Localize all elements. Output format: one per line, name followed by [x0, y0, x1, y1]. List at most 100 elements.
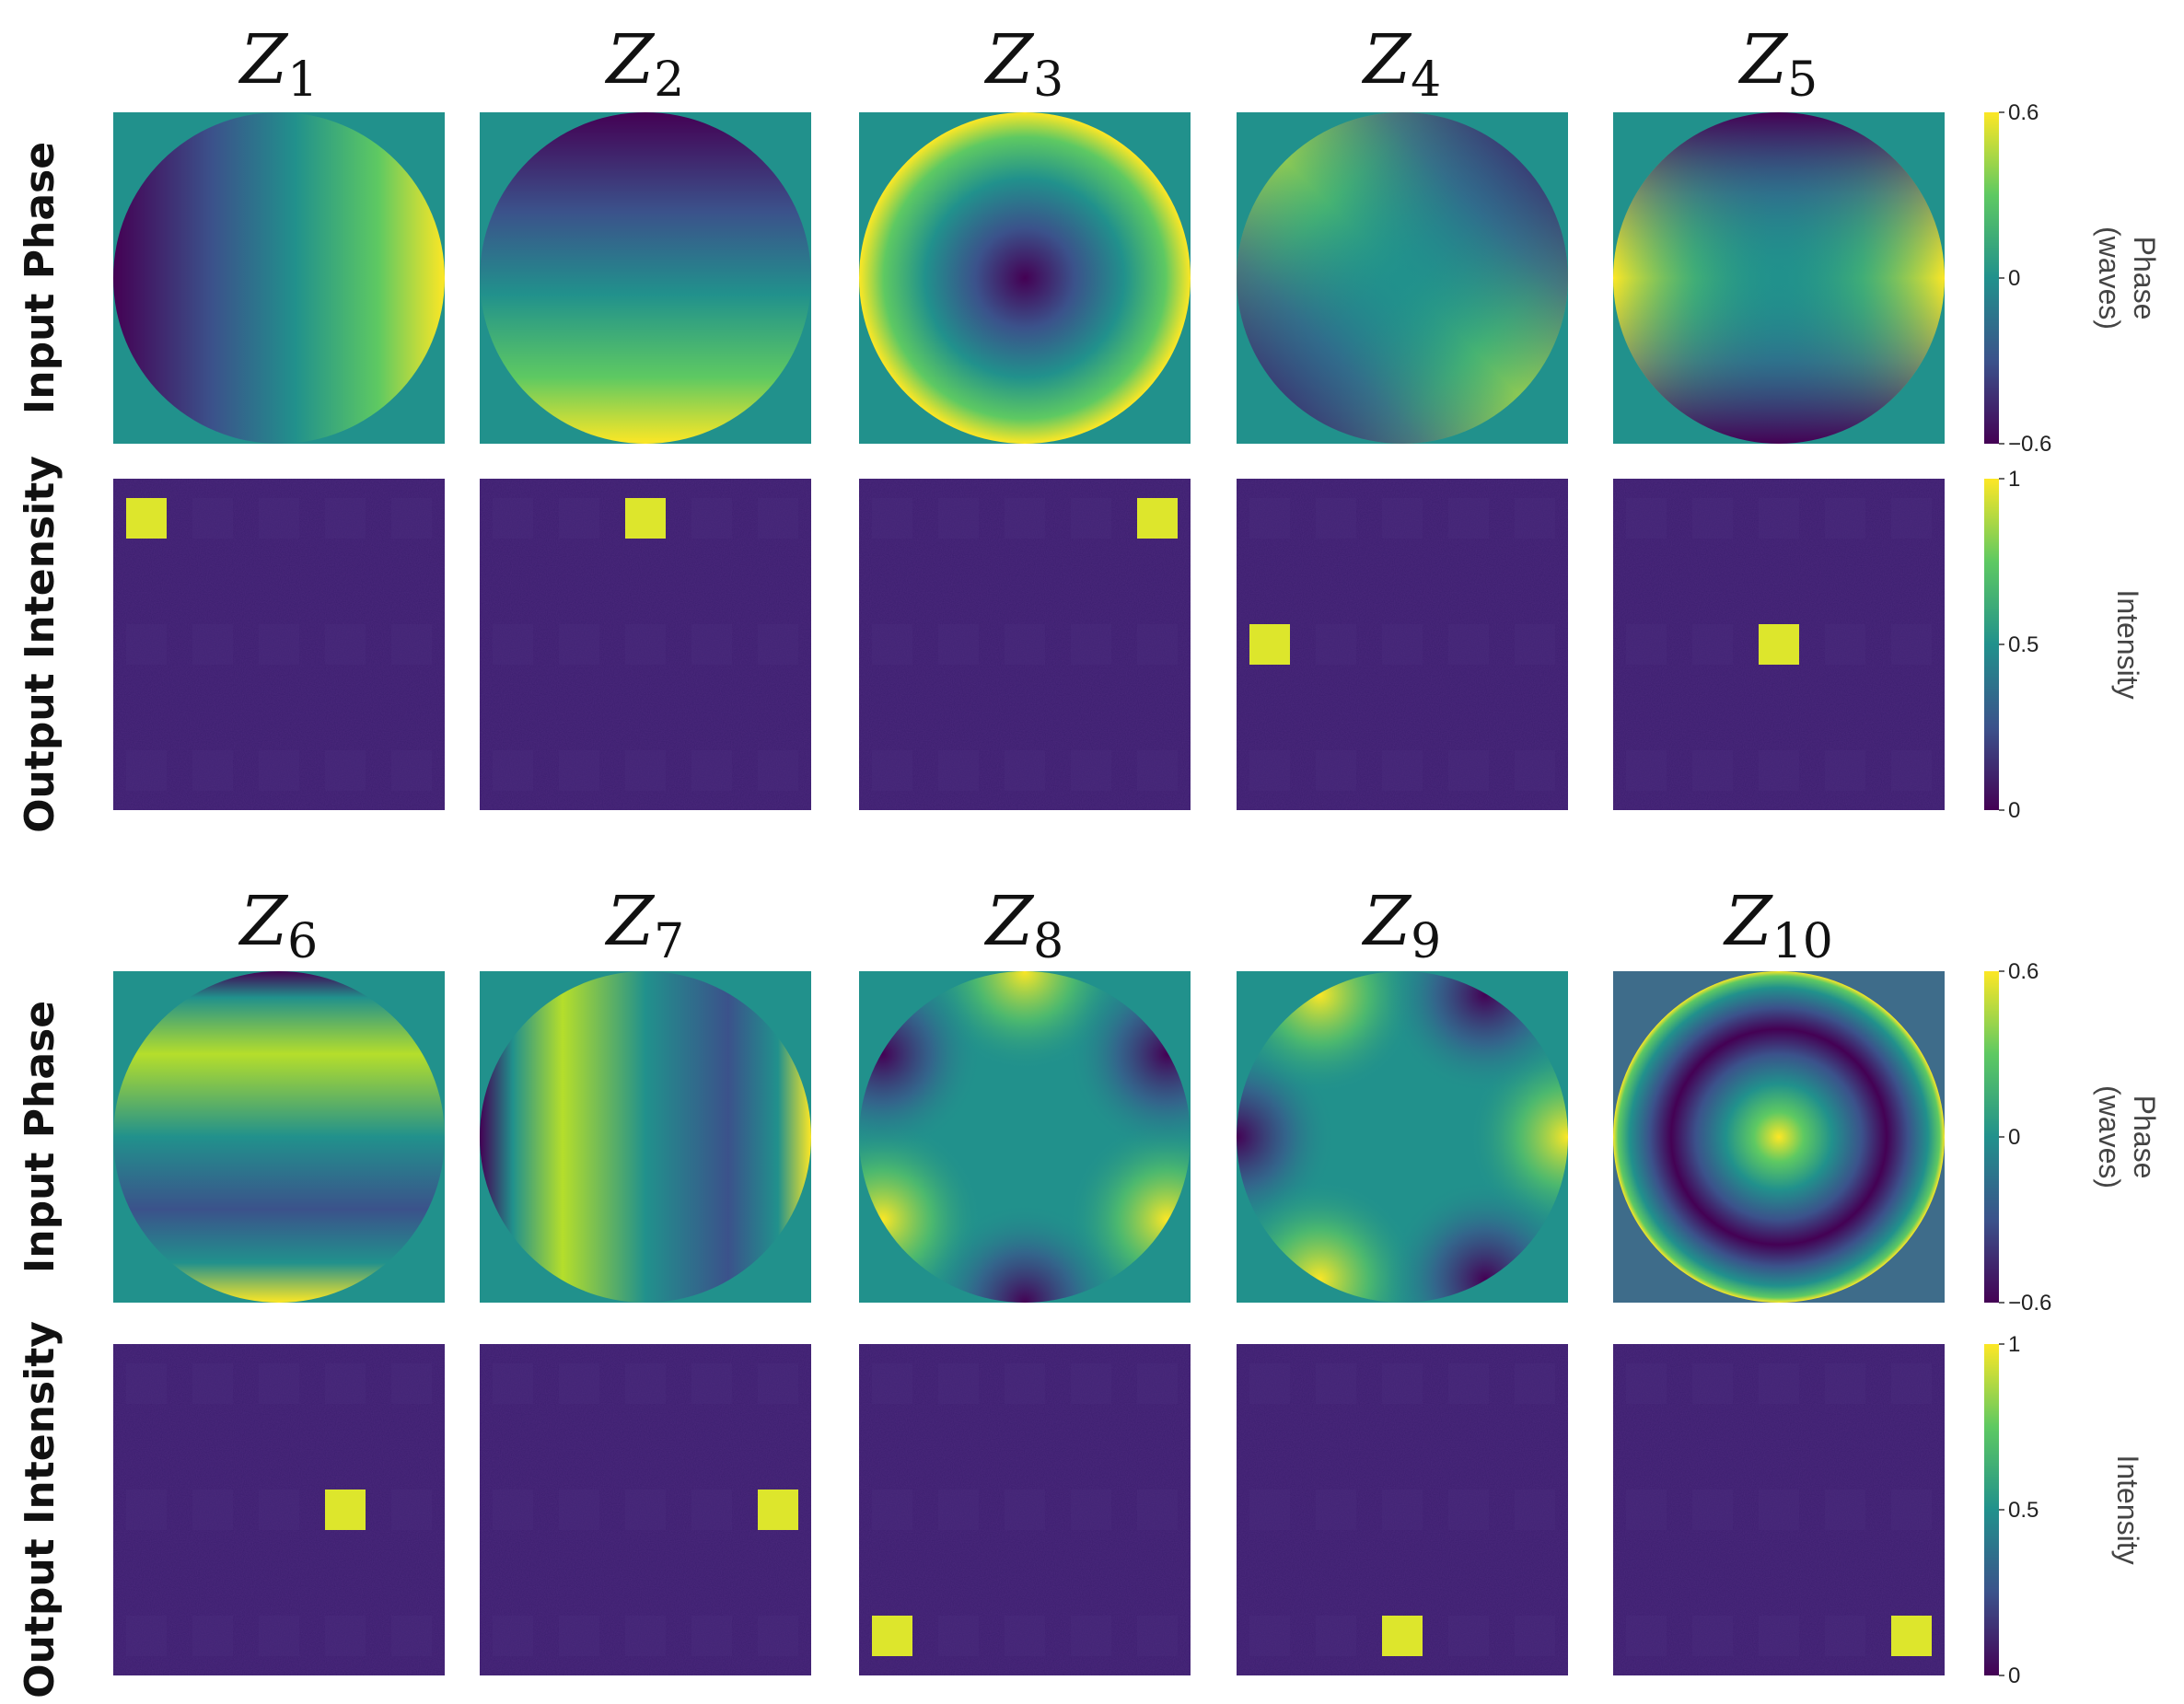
- mode-title: Z3: [984, 20, 1064, 108]
- faint-spot: [1515, 1616, 1555, 1656]
- faint-spot: [559, 750, 599, 791]
- faint-spot: [625, 1616, 666, 1656]
- bright-spot: [325, 1490, 366, 1530]
- bright-spot: [625, 498, 666, 539]
- phase-map: [859, 112, 1191, 444]
- phase-map: [113, 971, 445, 1303]
- faint-spot: [1137, 1490, 1178, 1530]
- phase-map: [859, 971, 1191, 1303]
- mode-title-base: Z: [984, 882, 1035, 961]
- faint-spot: [1692, 1363, 1733, 1404]
- faint-spot: [1891, 750, 1932, 791]
- faint-spot: [126, 750, 167, 791]
- faint-spot: [938, 498, 979, 539]
- faint-spot: [691, 1363, 732, 1404]
- intensity-noise: [1237, 479, 1568, 810]
- faint-spot: [691, 498, 732, 539]
- mode-title-subscript: 1: [287, 52, 318, 108]
- faint-spot: [691, 750, 732, 791]
- faint-spot: [1071, 624, 1111, 665]
- faint-spot: [1692, 750, 1733, 791]
- faint-spot: [1891, 498, 1932, 539]
- faint-spot: [325, 498, 366, 539]
- faint-spot: [1137, 1363, 1178, 1404]
- faint-spot: [938, 1490, 979, 1530]
- faint-spot: [559, 1490, 599, 1530]
- faint-spot: [493, 624, 533, 665]
- faint-spot: [758, 750, 798, 791]
- row-label: Input Phase: [17, 142, 64, 414]
- faint-spot: [1071, 498, 1111, 539]
- faint-spot: [1759, 498, 1799, 539]
- colorbar-tick-label: −0.6: [2008, 1291, 2051, 1316]
- bright-spot: [1249, 624, 1290, 665]
- faint-spot: [559, 624, 599, 665]
- intensity-noise: [859, 1344, 1191, 1675]
- faint-spot: [872, 1490, 912, 1530]
- mode-title: Z1: [238, 20, 319, 108]
- faint-spot: [1137, 624, 1178, 665]
- faint-spot: [1515, 624, 1555, 665]
- mode-title-subscript: 4: [1411, 52, 1441, 108]
- faint-spot: [1316, 1490, 1356, 1530]
- faint-spot: [1005, 1616, 1045, 1656]
- faint-spot: [1692, 624, 1733, 665]
- faint-spot: [1448, 498, 1489, 539]
- faint-spot: [126, 1616, 167, 1656]
- faint-spot: [391, 1363, 432, 1404]
- faint-spot: [1137, 750, 1178, 791]
- faint-spot: [1825, 624, 1865, 665]
- colorbar-tick-label: 0.6: [2008, 100, 2039, 125]
- faint-spot: [1515, 498, 1555, 539]
- faint-spot: [1137, 1616, 1178, 1656]
- faint-spot: [126, 1490, 167, 1530]
- phase-colorbar-label: Phase: [2128, 237, 2161, 320]
- faint-spot: [1825, 750, 1865, 791]
- faint-spot: [259, 498, 299, 539]
- faint-spot: [559, 1363, 599, 1404]
- mode-title: Z10: [1723, 882, 1833, 969]
- faint-spot: [1515, 1490, 1555, 1530]
- faint-spot: [1825, 1363, 1865, 1404]
- phase-map: [1237, 112, 1568, 444]
- faint-spot: [758, 624, 798, 665]
- faint-spot: [391, 750, 432, 791]
- phase-colorbar-unit: (waves): [2093, 226, 2126, 330]
- faint-spot: [1249, 750, 1290, 791]
- faint-spot: [325, 624, 366, 665]
- mode-title-base: Z: [1362, 882, 1412, 961]
- intensity-noise: [480, 1344, 811, 1675]
- faint-spot: [259, 624, 299, 665]
- faint-spot: [1448, 1363, 1489, 1404]
- bright-spot: [1891, 1616, 1932, 1656]
- phase-map: [1613, 971, 1945, 1303]
- faint-spot: [1515, 1363, 1555, 1404]
- faint-spot: [192, 1616, 233, 1656]
- faint-spot: [1005, 750, 1045, 791]
- faint-spot: [259, 750, 299, 791]
- intensity-noise: [113, 1344, 445, 1675]
- faint-spot: [1382, 1490, 1423, 1530]
- faint-spot: [1249, 1363, 1290, 1404]
- faint-spot: [1448, 750, 1489, 791]
- faint-spot: [625, 1490, 666, 1530]
- mode-title: Z8: [984, 882, 1064, 969]
- faint-spot: [126, 624, 167, 665]
- faint-spot: [1692, 1490, 1733, 1530]
- faint-spot: [559, 498, 599, 539]
- mode-title-subscript: 6: [287, 914, 318, 969]
- colorbar-tick-label: 1: [2008, 467, 2020, 492]
- colorbar-tick-label: 0: [2008, 1663, 2020, 1688]
- bright-spot: [758, 1490, 798, 1530]
- bright-spot: [1382, 1616, 1423, 1656]
- faint-spot: [1005, 624, 1045, 665]
- colorbar-tick-label: 1: [2008, 1332, 2020, 1357]
- faint-spot: [391, 498, 432, 539]
- faint-spot: [758, 1363, 798, 1404]
- mode-title-base: Z: [238, 20, 289, 99]
- colorbar-tick-label: 0: [2008, 1125, 2020, 1150]
- mode-title-base: Z: [1362, 20, 1412, 99]
- mode-title-base: Z: [605, 20, 656, 99]
- faint-spot: [691, 1490, 732, 1530]
- colorbar-tick-label: 0: [2008, 798, 2020, 823]
